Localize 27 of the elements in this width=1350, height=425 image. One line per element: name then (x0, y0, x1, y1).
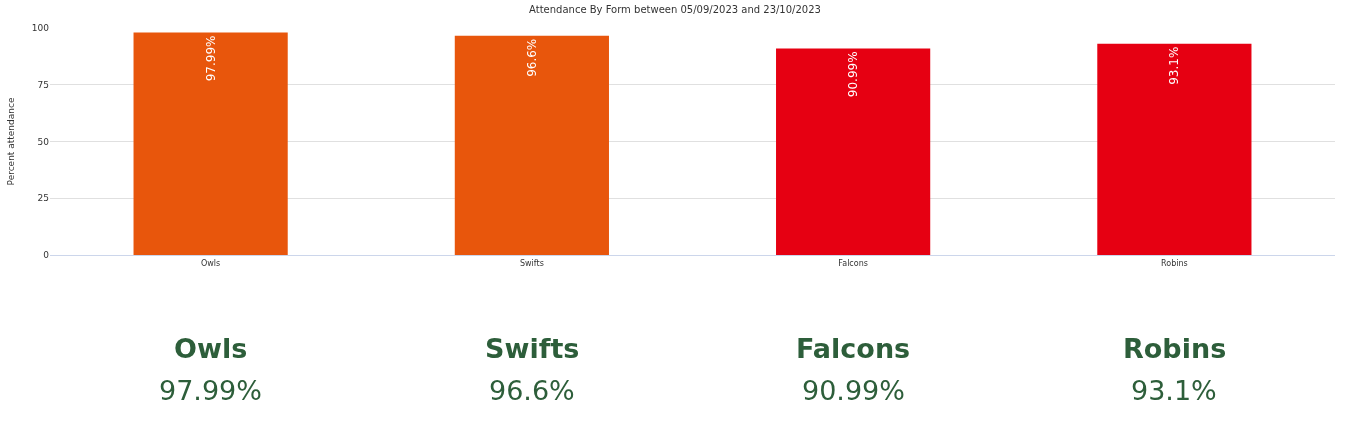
data-label: 96.6% (489, 375, 575, 406)
text: 90.99% (846, 51, 861, 98)
y-axis-title: Percent attendance (6, 97, 17, 186)
bar (454, 35, 609, 255)
y-tick-label: 75 (37, 79, 49, 90)
bar (776, 48, 931, 255)
category-label: Robins (1123, 333, 1227, 364)
x-tick-label: Swifts (519, 258, 544, 268)
data-label: 93.1% (1131, 375, 1217, 406)
y-tick-label: 50 (37, 136, 50, 147)
y-tick-label: 25 (37, 193, 49, 204)
bar (133, 32, 288, 255)
category-label: Owls (174, 333, 248, 364)
category-label: Falcons (796, 333, 911, 364)
text: 96.6% (524, 38, 539, 77)
category-label: Swifts (485, 333, 580, 364)
y-tick-label: 0 (43, 250, 50, 261)
data-label: 90.99% (802, 375, 905, 406)
x-tick-label: Owls (201, 258, 221, 268)
text: 97.99% (203, 35, 218, 82)
chart-title: Attendance By Form between 05/09/2023 and 23/10/2023 (529, 4, 821, 16)
x-tick-label: Falcons (838, 258, 868, 268)
x-tick-label: Robins (1161, 258, 1188, 268)
bar (1097, 43, 1252, 255)
text: 93.1% (1167, 46, 1182, 85)
y-tick-label: 100 (31, 23, 50, 34)
data-label: 97.99% (159, 375, 262, 406)
